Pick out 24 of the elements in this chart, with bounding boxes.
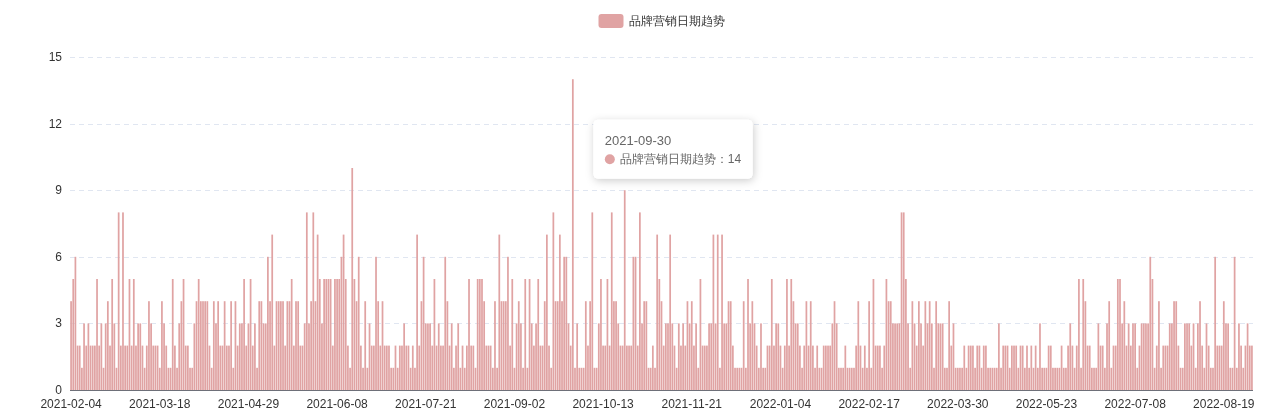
x-tick-label: 2022-07-08 [1104, 397, 1167, 411]
x-tick-label: 2021-02-04 [40, 397, 103, 411]
x-tick-label: 2022-03-30 [927, 397, 989, 411]
x-tick-label: 2021-10-13 [572, 397, 635, 411]
x-tick-label: 2021-11-21 [661, 397, 723, 411]
legend: 品牌营销日期趋势 [598, 14, 725, 28]
x-tick-label: 2021-06-08 [306, 397, 369, 411]
annotation: 品牌营销日期趋势：14 [619, 152, 742, 167]
y-tick-label: 9 [55, 183, 63, 198]
y-tick-label: 0 [55, 383, 63, 397]
x-tick-label: 2022-05-23 [1015, 397, 1078, 411]
y-tick-label: 15 [48, 50, 63, 64]
y-tick-label: 3 [55, 316, 63, 331]
x-tick-label: 2021-07-21 [395, 397, 457, 411]
x-tick-label: 2021-04-29 [217, 397, 280, 411]
x-tick-label: 2022-08-19 [1193, 397, 1255, 411]
x-tick-label: 2022-02-17 [838, 397, 901, 411]
y-tick-label: 6 [55, 249, 63, 264]
x-tick-label: 2021-09-02 [483, 397, 546, 411]
legend-label: 品牌营销日期趋势 [628, 14, 725, 28]
annotation: 2021-09-30 [604, 132, 672, 148]
y-tick-label: 12 [48, 116, 63, 131]
x-tick-label: 2021-03-18 [129, 397, 191, 411]
x-tick-label: 2022-01-04 [749, 397, 812, 411]
